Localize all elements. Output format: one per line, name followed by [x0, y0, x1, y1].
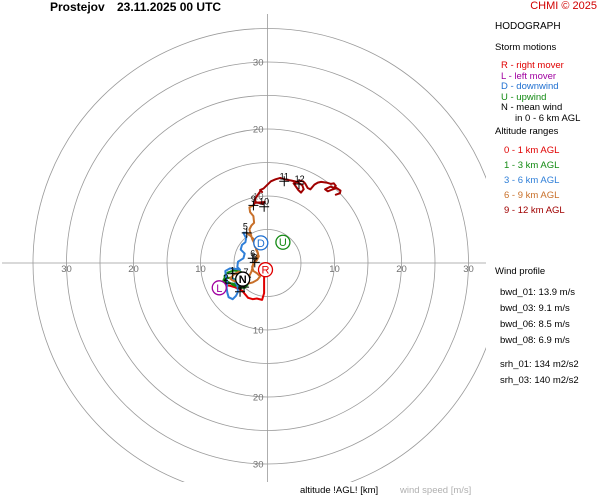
height-cross — [248, 200, 259, 211]
height-label: 11 — [280, 171, 289, 181]
altitude-range-item: 3 - 6 km AGL — [504, 175, 560, 186]
wind-profile-item — [500, 349, 579, 357]
storm-marker-u: U — [275, 234, 291, 250]
wind-profile-item: bwd_08: 6.9 m/s — [500, 335, 570, 346]
wind-profile-legend: Wind profile bwd_01: 13.9 m/s bwd_03: 9.1… — [495, 264, 579, 389]
trace-0-1-km-agl — [224, 272, 266, 301]
speed-tick-label: 20 — [128, 264, 139, 275]
height-label: 9 — [251, 194, 256, 204]
height-label: 12 — [295, 174, 305, 184]
altitude-range-item: 1 - 3 km AGL — [504, 160, 560, 171]
height-label: 1 — [230, 266, 235, 276]
storm-motions-legend: Storm motions R - right mover L - left mo… — [495, 40, 580, 124]
storm-marker-l: L — [211, 280, 227, 296]
polar-grid — [2, 14, 486, 482]
speed-tick-label: 20 — [253, 125, 264, 136]
storm-motion-item: L - left mover — [501, 70, 557, 82]
svg-text:U: U — [279, 237, 287, 249]
height-cross — [259, 201, 270, 212]
height-label: 2 — [223, 273, 228, 283]
speed-tick-label: 10 — [329, 264, 340, 275]
height-cross — [227, 268, 238, 279]
trace-9-12-km-agl — [252, 176, 342, 207]
trace-6-9-km-agl — [229, 204, 262, 286]
speed-tick-label: 20 — [253, 393, 264, 404]
height-label: 4 — [238, 282, 243, 292]
height-cross — [249, 257, 260, 268]
wind-profile-title: Wind profile — [495, 266, 546, 277]
svg-text:L: L — [216, 283, 222, 295]
height-label: 5 — [243, 222, 248, 232]
storm-marker-d: D — [253, 235, 269, 251]
height-label: 10 — [259, 197, 269, 207]
storm-motion-item: U - upwind — [501, 91, 547, 103]
height-label: 8 — [252, 252, 257, 262]
altitude-range-item: 9 - 12 km AGL — [504, 205, 565, 216]
storm-motion-item: N - mean wind — [501, 102, 563, 113]
speed-tick-label: 10 — [253, 326, 264, 337]
svg-text:D: D — [257, 238, 265, 250]
altitude-range-item: 0 - 1 km AGL — [504, 145, 560, 156]
storm-motion-item: in 0 - 6 km AGL — [515, 112, 581, 124]
speed-tick-label: 10 — [195, 264, 206, 275]
wind-profile-item: bwd_06: 8.5 m/s — [500, 319, 570, 330]
altitude-range-item: 6 - 9 km AGL — [504, 190, 560, 201]
speed-tick-label: 30 — [61, 264, 72, 275]
height-label: 6 — [250, 248, 255, 258]
storm-motion-markers: R L D U N — [211, 234, 291, 296]
height-cross — [279, 176, 290, 187]
copyright-label: CHMI © 2025 — [530, 0, 597, 12]
legend-title: HODOGRAPH — [495, 21, 561, 32]
height-cross — [235, 286, 246, 297]
storm-motion-item: R - right mover — [501, 60, 564, 71]
storm-marker-n: N — [235, 271, 251, 287]
wind-profile-item: bwd_03: 9.1 m/s — [500, 303, 570, 314]
wind-profile-item: bwd_01: 13.9 m/s — [500, 287, 575, 298]
storm-motion-item: D - downwind — [501, 81, 559, 92]
height-label: 7 — [244, 267, 249, 277]
altitude-unit-label: altitude !AGL! [km] — [300, 485, 379, 496]
svg-text:R: R — [262, 265, 270, 277]
speed-tick-label: 30 — [253, 460, 264, 471]
height-cross — [293, 178, 304, 189]
valid-datetime: 23.11.2025 00 UTC — [117, 0, 222, 14]
altitude-ranges-legend: Altitude ranges 0 - 1 km AGL 1 - 3 km AGL… — [495, 124, 565, 218]
speed-tick-label: 20 — [396, 264, 407, 275]
speed-unit-label: wind speed [m/s] — [400, 485, 472, 496]
trace-3-6-km-agl — [224, 231, 248, 301]
speed-tick-label: 30 — [463, 264, 474, 275]
storm-motions-title: Storm motions — [495, 42, 557, 53]
speed-tick-label: 10 — [253, 192, 264, 203]
svg-text:N: N — [239, 274, 247, 286]
storm-marker-r: R — [257, 262, 274, 278]
height-cross — [241, 227, 252, 238]
speed-tick-label: 30 — [253, 58, 264, 69]
wind-profile-item: srh_01: 134 m2/s2 — [500, 359, 579, 370]
station-name: Prostejov — [50, 0, 105, 14]
altitude-ranges-title: Altitude ranges — [495, 126, 559, 137]
wind-profile-item: srh_03: 140 m2/s2 — [500, 375, 579, 386]
height-cross — [247, 253, 258, 264]
